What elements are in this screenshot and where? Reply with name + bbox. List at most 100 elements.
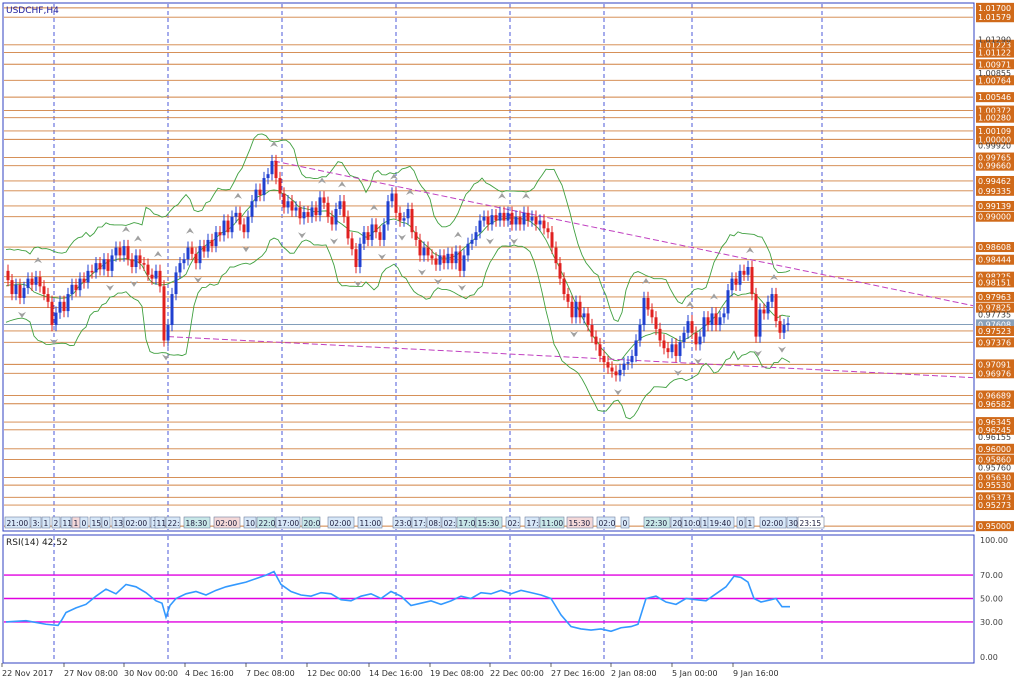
fractal-up-marker (186, 227, 194, 234)
candle-body (74, 284, 78, 291)
session-label: 22:0 (259, 519, 276, 528)
fractal-down-marker (194, 277, 202, 284)
session-box (60, 516, 72, 529)
fractal-down-marker (18, 311, 26, 318)
fractal-up-marker (390, 173, 398, 180)
session-label: 20:0 (304, 519, 321, 528)
candle-body (502, 212, 506, 221)
candle-body (418, 239, 422, 256)
candle-body (722, 313, 726, 318)
candle-body (738, 270, 742, 285)
candle-body (486, 216, 490, 225)
candle-body (706, 317, 710, 326)
price-level-tag (976, 492, 1014, 503)
candle-body (618, 369, 622, 376)
candle-body (526, 212, 530, 221)
candle-body (698, 336, 702, 345)
price-level-label: 0.99000 (978, 213, 1011, 222)
price-level-tag (976, 39, 1014, 50)
price-level-label: 0.99765 (978, 154, 1011, 163)
fractal-down-marker (694, 358, 702, 365)
candle-body (490, 215, 494, 225)
fractal-down-marker (486, 238, 494, 245)
time-label: 5 Jan 00:00 (672, 669, 718, 678)
band-lower (5, 237, 791, 420)
price-level-label: 1.01223 (978, 41, 1011, 50)
candle-body (238, 212, 242, 225)
candle-body (654, 317, 658, 329)
candle-body (390, 193, 394, 202)
candle-body (10, 280, 14, 295)
price-level-tag (976, 277, 1014, 288)
price-level-tag (976, 254, 1014, 265)
session-label: 02: (508, 519, 520, 528)
price-level-label: 0.99660 (978, 162, 1011, 171)
price-level-tag (976, 242, 1014, 253)
candle-body (750, 267, 754, 295)
candle-body (66, 294, 70, 312)
candle-body (766, 301, 770, 314)
candle-body (386, 201, 390, 225)
session-box (243, 516, 257, 529)
price-level-label: 0.95000 (978, 522, 1011, 531)
candle-body (606, 362, 610, 368)
price-level-tag (976, 443, 1014, 454)
candle-body (778, 321, 782, 333)
price-level-tag (976, 359, 1014, 370)
session-box (524, 516, 540, 529)
price-level-label: 0.95273 (978, 501, 1011, 510)
session-label: 02:00 (330, 519, 352, 528)
candle-body (546, 228, 550, 233)
candle-body (326, 202, 330, 217)
fractal-up-marker (154, 250, 162, 257)
candle-body (394, 193, 398, 213)
session-box (79, 516, 89, 529)
price-level-tag (976, 59, 1014, 70)
session-box (154, 516, 166, 529)
price-level-label: 0.98444 (978, 256, 1011, 265)
candle-body (138, 255, 142, 264)
session-label: 17:0 (459, 519, 476, 528)
session-label: 02:0 (599, 519, 616, 528)
candle-body (38, 277, 42, 287)
candle-body (194, 253, 198, 264)
candle-body (494, 215, 498, 221)
session-box (275, 516, 301, 529)
candle-body (466, 243, 470, 256)
fractal-up-marker (770, 274, 778, 281)
session-label: 2 (54, 519, 59, 528)
price-level-tag (976, 12, 1014, 23)
session-box (456, 516, 476, 529)
time-label: 27 Dec 16:00 (551, 669, 605, 678)
candle-body (14, 284, 18, 295)
session-label: 23:0 (395, 519, 412, 528)
price-level-tag (976, 291, 1014, 302)
session-label: 17:00 (278, 519, 300, 528)
fractal-down-marker (398, 234, 406, 241)
candle-body (214, 232, 218, 247)
price-level-label: 0.97523 (978, 327, 1011, 336)
candle-body (222, 220, 226, 236)
candle-body (102, 259, 106, 270)
price-level-tag (976, 325, 1014, 336)
session-label: 30 (789, 519, 799, 528)
session-box (759, 516, 787, 529)
candle-body (630, 355, 634, 363)
session-box (736, 516, 746, 529)
price-level-label: 0.96976 (978, 369, 1011, 378)
fractal-down-marker (418, 269, 426, 276)
candle-body (46, 294, 50, 302)
candle-body (306, 212, 310, 217)
candle-body (174, 272, 178, 295)
candle-body (374, 224, 378, 233)
candle-body (410, 208, 414, 233)
candle-body (154, 270, 158, 279)
candle-body (358, 243, 362, 267)
rsi-title: RSI(14) 42.52 (6, 538, 68, 548)
price-level-tag (976, 417, 1014, 428)
candle-body (6, 270, 10, 281)
candle-body (86, 270, 90, 283)
candle-body (234, 212, 238, 217)
price-level-label: 1.00546 (978, 93, 1011, 102)
